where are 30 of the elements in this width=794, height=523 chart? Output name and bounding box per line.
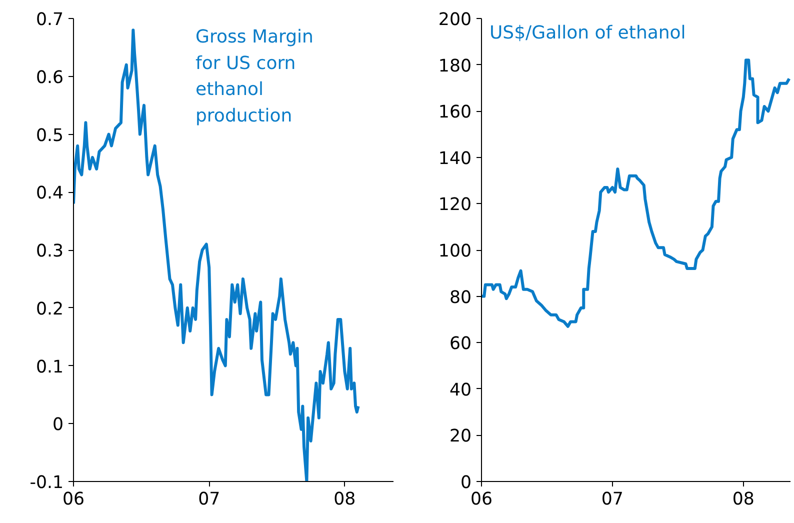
y-tick-label: 200	[438, 10, 472, 30]
x-tick-label: 06	[470, 490, 493, 510]
y-tick-label: 0	[52, 415, 64, 436]
text: Gross Margin for US corn ethanol production	[196, 26, 314, 126]
line-series	[482, 58, 790, 328]
chart-title: US$/Gallon of ethanol	[490, 22, 686, 44]
y-tick-label: 80	[449, 288, 472, 308]
y-tick-label: 180	[438, 56, 472, 76]
x-tick-label: 08	[732, 490, 754, 510]
y-tick-label: 0.7	[36, 10, 64, 30]
line-series	[74, 28, 360, 482]
y-tick-label: 60	[449, 334, 472, 354]
y-tick-label: 0.5	[36, 126, 64, 146]
x-tick-label: 08	[334, 490, 356, 510]
y-tick-label: 0.4	[36, 184, 64, 204]
y-tick-label: -0.1	[30, 473, 64, 493]
y-tick-label: 0.1	[36, 357, 64, 378]
y-tick-label: 40	[449, 380, 472, 400]
y-tick-label: 0.6	[36, 68, 64, 88]
y-tick-label: 100	[438, 242, 472, 262]
y-tick-label: 0	[460, 473, 472, 493]
y-tick-label: 140	[438, 148, 472, 169]
y-tick-label: 20	[449, 426, 472, 447]
x-tick-label: 07	[198, 490, 220, 510]
y-tick-label: 120	[438, 195, 472, 216]
x-tick-label: 07	[601, 490, 624, 510]
y-tick-label: 160	[438, 102, 472, 123]
y-tick-label: 0.2	[36, 299, 64, 320]
x-tick-label: 06	[62, 490, 85, 510]
y-tick-label: 0.3	[36, 242, 64, 262]
